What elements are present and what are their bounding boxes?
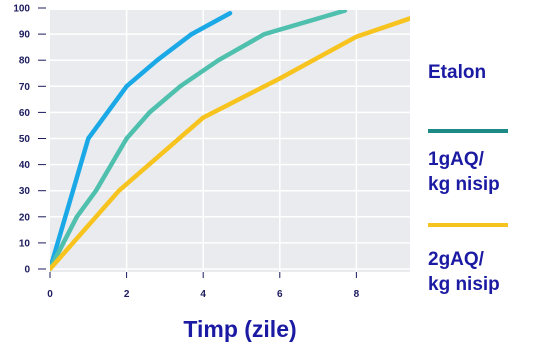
legend-line-1gaq <box>428 129 508 133</box>
x-tick-label: 6 <box>277 289 283 300</box>
legend-label-etalon: Etalon <box>428 62 487 83</box>
series-line-1 <box>50 10 233 272</box>
x-tick-label: 8 <box>354 289 360 300</box>
y-tick-label: 90 <box>19 30 31 41</box>
y-tick-label: 20 <box>19 212 31 223</box>
x-tick-label: 0 <box>47 289 53 300</box>
y-tick-label: 80 <box>19 56 31 67</box>
grid <box>50 7 410 272</box>
x-tick-label: 4 <box>200 289 206 300</box>
legend: Etalon 1gAQ/ kg nisip 2gAQ/ kg nisip <box>428 60 533 297</box>
legend-label-1gaq: 1gAQ/ kg nisip <box>428 149 500 195</box>
y-tick-label: 30 <box>19 186 31 197</box>
legend-item-2gaq: 2gAQ/ kg nisip <box>428 247 533 297</box>
series-group <box>50 10 410 272</box>
y-tick-label: 70 <box>19 82 31 93</box>
y-tick-label: 100 <box>13 4 30 15</box>
series-line-2 <box>50 10 348 272</box>
x-axis-label: Timp (zile) <box>183 316 296 342</box>
y-tick-label: 0 <box>24 265 30 276</box>
series-line-3 <box>50 16 410 272</box>
x-tick-label: 2 <box>124 289 130 300</box>
legend-line-2gaq <box>428 223 508 227</box>
legend-item-1gaq: 1gAQ/ kg nisip <box>428 147 533 197</box>
y-tick-label: 60 <box>19 108 31 119</box>
axes: 0 10 20 30 40 50 60 70 80 90 100 0 2 4 6 8 <box>13 4 359 301</box>
legend-label-2gaq: 2gAQ/ kg nisip <box>428 249 500 295</box>
y-tick-label: 50 <box>19 134 31 145</box>
y-tick-label: 10 <box>19 238 31 249</box>
legend-item-etalon: Etalon <box>428 60 533 85</box>
y-tick-label: 40 <box>19 160 31 171</box>
